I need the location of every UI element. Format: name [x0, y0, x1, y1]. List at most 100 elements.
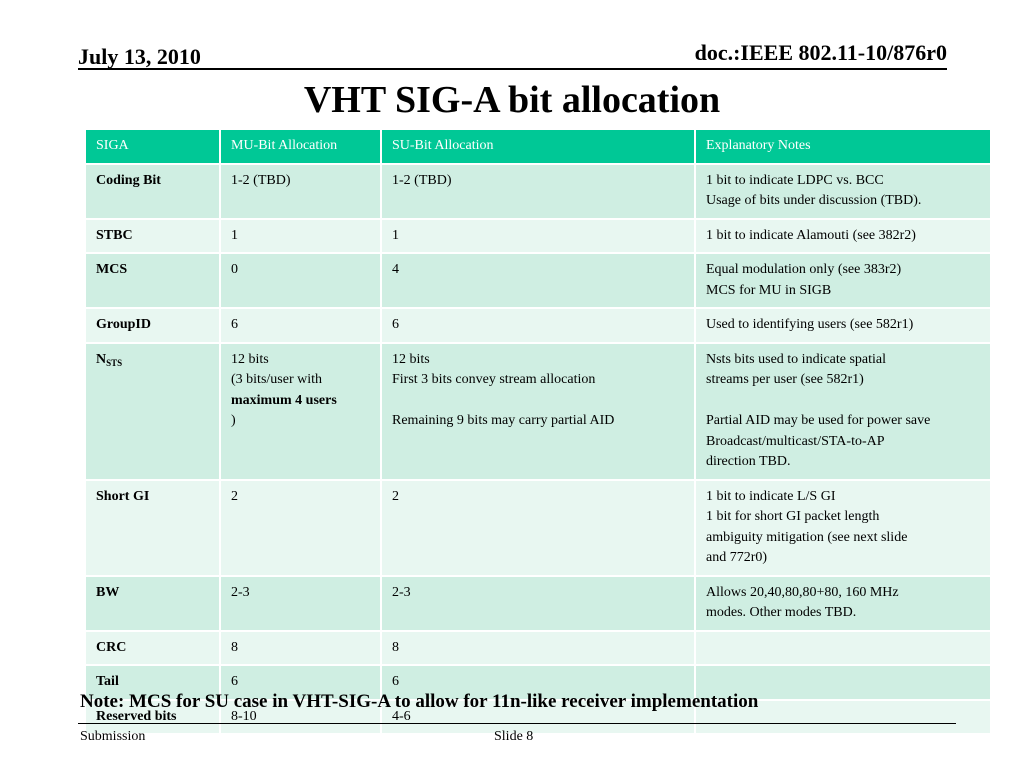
field-name: BW	[96, 584, 120, 600]
field-name: MCS	[96, 262, 128, 277]
cell-field: Coding Bit	[84, 162, 221, 220]
cell-mu-bits: 8	[219, 629, 382, 666]
cell-mu-bits: 2-3	[219, 574, 382, 632]
su-bits-text: 6	[392, 674, 399, 689]
mu-bits-text: 6	[231, 674, 238, 689]
notes-text: Used to identifying users (see 582r1)	[706, 317, 914, 332]
su-bits-text: 6	[392, 317, 399, 332]
table-row: BW 2-3 2-3 Allows 20,40,80,80+80, 160 MHz mo…	[84, 574, 992, 632]
cell-mu-bits: 0	[219, 252, 382, 309]
cell-field: CRC	[84, 629, 221, 666]
cell-mu-bits: 8-10	[219, 698, 382, 735]
field-name: Short GI	[96, 488, 150, 504]
field-name: Tail	[96, 674, 119, 689]
notes-text: ambiguity mitigation (see next slide	[706, 529, 908, 545]
notes-text: Partial AID may be used for power save	[706, 413, 931, 428]
su-bits-text: First 3 bits convey stream allocation	[392, 372, 596, 387]
cell-notes	[694, 629, 992, 666]
blank-line	[706, 391, 980, 412]
notes-text: Broadcast/multicast/STA-to-AP	[706, 433, 885, 449]
field-name: Reserved bits	[96, 708, 177, 724]
cell-notes	[694, 664, 992, 701]
cell-field: Short GI	[84, 478, 221, 577]
notes-text: 1 bit for short GI packet length	[706, 509, 880, 524]
notes-text: 1 bit to indicate Alamouti (see 382r2)	[706, 227, 916, 243]
cell-su-bits: 6	[380, 307, 696, 344]
table-header-row: SIGA MU-Bit Allocation SU-Bit Allocation…	[84, 128, 992, 165]
su-bits-text: 1	[392, 227, 399, 243]
mu-bits-text: 8	[231, 639, 238, 655]
table-row: GroupID 6 6 Used to identifying users (see …	[84, 307, 992, 344]
cell-mu-bits: 1-2 (TBD)	[219, 162, 382, 220]
cell-notes	[694, 698, 992, 735]
table-row: Tail 6 6	[84, 664, 992, 701]
cell-su-bits: 4	[380, 252, 696, 309]
cell-field: STBC	[84, 217, 221, 254]
mu-bits-text: 1-2 (TBD)	[231, 172, 291, 188]
field-name: N	[96, 351, 107, 367]
notes-text: 1 bit to indicate LDPC vs. BCC	[706, 172, 884, 188]
table-row: CRC 8 8	[84, 629, 992, 666]
notes-text: Allows 20,40,80,80+80, 160 MHz	[706, 584, 899, 600]
notes-text: and 772r0)	[706, 550, 768, 565]
mu-bits-suffix: )	[231, 413, 236, 428]
header-doc-id: doc.:IEEE 802.11-10/876r0	[694, 40, 947, 65]
cell-field: Reserved bits	[84, 698, 221, 735]
cell-field: GroupID	[84, 307, 221, 344]
notes-text: 1 bit to indicate L/S GI	[706, 488, 836, 504]
notes-text: Usage of bits under discussion (TBD).	[706, 193, 922, 208]
table-body: Coding Bit 1-2 (TBD) 1-2 (TBD) 1 bit to ind…	[84, 162, 992, 735]
blank-line	[392, 391, 684, 412]
cell-field: MCS	[84, 252, 221, 309]
notes-text: direction TBD.	[706, 454, 791, 469]
cell-mu-bits: 6	[219, 664, 382, 701]
mu-bits-text: 2	[231, 488, 238, 504]
field-name: Coding Bit	[96, 172, 161, 188]
mu-bits-emphasis: maximum 4 users	[231, 392, 337, 408]
cell-notes: Nsts bits used to indicate spatial stream…	[694, 341, 992, 481]
bit-allocation-table: SIGA MU-Bit Allocation SU-Bit Allocation…	[84, 128, 992, 735]
table-row: MCS 0 4 Equal modulation only (see 383r2) M…	[84, 252, 992, 309]
su-bits-text: 8	[392, 639, 399, 655]
cell-notes: Allows 20,40,80,80+80, 160 MHz modes. Oth…	[694, 574, 992, 632]
footer-rule	[78, 723, 956, 724]
cell-field: BW	[84, 574, 221, 632]
cell-notes: Equal modulation only (see 383r2) MCS for…	[694, 252, 992, 309]
cell-su-bits: 2-3	[380, 574, 696, 632]
mu-bits-text: 1	[231, 227, 238, 243]
su-bits-text: 2	[392, 488, 399, 504]
table-row: NSTS 12 bits (3 bits/user with maximum 4 us…	[84, 341, 992, 481]
su-bits-text: 1-2 (TBD)	[392, 172, 452, 188]
footer-slide-number: Slide 8	[494, 729, 534, 744]
cell-su-bits: 4-6	[380, 698, 696, 735]
slide-note: Note: MCS for SU case in VHT-SIG-A to al…	[80, 691, 759, 712]
mu-bits-text: 8-10	[231, 708, 257, 724]
cell-notes: 1 bit to indicate L/S GI 1 bit for short …	[694, 478, 992, 577]
notes-text: streams per user (see 582r1)	[706, 372, 864, 387]
notes-text: Equal modulation only (see 383r2)	[706, 262, 902, 277]
header-rule	[78, 68, 947, 70]
column-header-notes: Explanatory Notes	[694, 128, 992, 165]
cell-field: Tail	[84, 664, 221, 701]
cell-notes: Used to identifying users (see 582r1)	[694, 307, 992, 344]
field-name: GroupID	[96, 317, 151, 332]
mu-bits-emphasis-line: maximum 4 users)	[231, 391, 370, 432]
notes-text: modes. Other modes TBD.	[706, 605, 857, 620]
su-bits-text: 2-3	[392, 584, 411, 600]
cell-notes: 1 bit to indicate Alamouti (see 382r2)	[694, 217, 992, 254]
cell-mu-bits: 2	[219, 478, 382, 577]
notes-text: MCS for MU in SIGB	[706, 282, 832, 298]
cell-su-bits: 2	[380, 478, 696, 577]
field-name: CRC	[96, 639, 127, 655]
column-header-su: SU-Bit Allocation	[380, 128, 696, 165]
cell-mu-bits: 6	[219, 307, 382, 344]
table-row: STBC 1 1 1 bit to indicate Alamouti (see 38…	[84, 217, 992, 254]
field-name: STBC	[96, 227, 133, 243]
cell-su-bits: 1	[380, 217, 696, 254]
cell-su-bits: 12 bits First 3 bits convey stream alloca…	[380, 341, 696, 481]
su-bits-text: 4	[392, 262, 399, 277]
cell-notes: 1 bit to indicate LDPC vs. BCC Usage of b…	[694, 162, 992, 220]
table-row: Coding Bit 1-2 (TBD) 1-2 (TBD) 1 bit to ind…	[84, 162, 992, 220]
mu-bits-text: 0	[231, 262, 238, 277]
mu-bits-text: (3 bits/user with	[231, 372, 322, 387]
